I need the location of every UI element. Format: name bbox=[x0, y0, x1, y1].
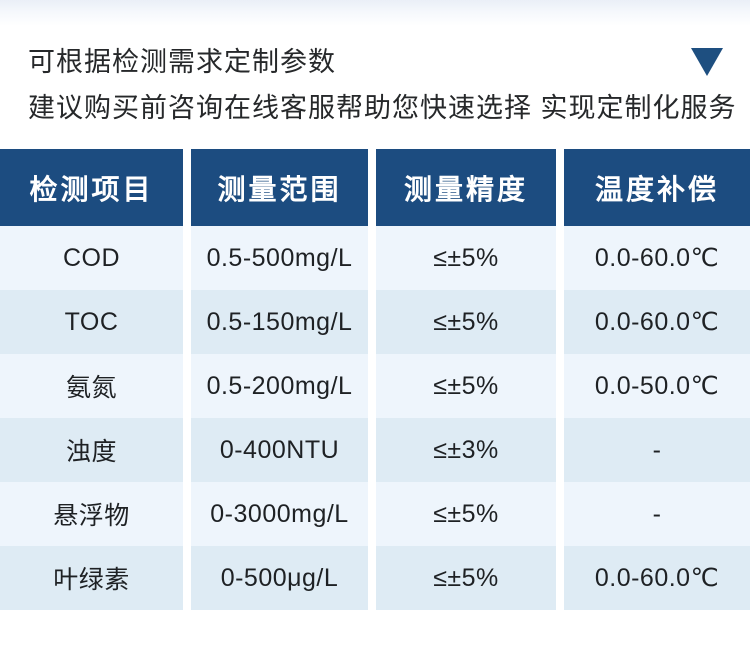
table-cell: 0.5-500mg/L bbox=[191, 226, 368, 290]
spec-table: 检测项目 测量范围 测量精度 温度补偿 COD 0.5-500mg/L ≤±5%… bbox=[0, 149, 750, 610]
table-cell: 0-400NTU bbox=[191, 418, 368, 482]
header-cell-accuracy: 测量精度 bbox=[376, 149, 556, 226]
table-cell: 氨氮 bbox=[0, 354, 183, 418]
table-cell: COD bbox=[0, 226, 183, 290]
notice-line-1: 可根据检测需求定制参数 bbox=[28, 47, 336, 77]
table-cell: 0.0-60.0℃ bbox=[564, 226, 750, 290]
table-cell: ≤±5% bbox=[376, 290, 556, 354]
table-cell: 浊度 bbox=[0, 418, 183, 482]
table-cell: 0.0-60.0℃ bbox=[564, 290, 750, 354]
table-cell: ≤±5% bbox=[376, 226, 556, 290]
top-fade-band bbox=[0, 0, 750, 26]
table-cell: 0.0-50.0℃ bbox=[564, 354, 750, 418]
table-cell: 0.0-60.0℃ bbox=[564, 546, 750, 610]
table-cell: - bbox=[564, 482, 750, 546]
table-cell: 0.5-150mg/L bbox=[191, 290, 368, 354]
table-cell: TOC bbox=[0, 290, 183, 354]
table-cell: ≤±5% bbox=[376, 482, 556, 546]
table-cell: ≤±5% bbox=[376, 354, 556, 418]
table-cell: 叶绿素 bbox=[0, 546, 183, 610]
notice-line-2: 建议购买前咨询在线客服帮助您快速选择 实现定制化服务 bbox=[28, 93, 737, 123]
table-cell: 0-3000mg/L bbox=[191, 482, 368, 546]
table-cell: 0.5-200mg/L bbox=[191, 354, 368, 418]
customization-notice: 可根据检测需求定制参数 建议购买前咨询在线客服帮助您快速选择 实现定制化服务 bbox=[28, 46, 737, 124]
table-cell: 悬浮物 bbox=[0, 482, 183, 546]
table-cell: - bbox=[564, 418, 750, 482]
header-cell-item: 检测项目 bbox=[0, 149, 183, 226]
table-cell: 0-500μg/L bbox=[191, 546, 368, 610]
header-cell-temp-comp: 温度补偿 bbox=[564, 149, 750, 226]
table-cell: ≤±3% bbox=[376, 418, 556, 482]
table-cell: ≤±5% bbox=[376, 546, 556, 610]
header-cell-range: 测量范围 bbox=[191, 149, 368, 226]
triangle-down-icon bbox=[691, 48, 723, 76]
